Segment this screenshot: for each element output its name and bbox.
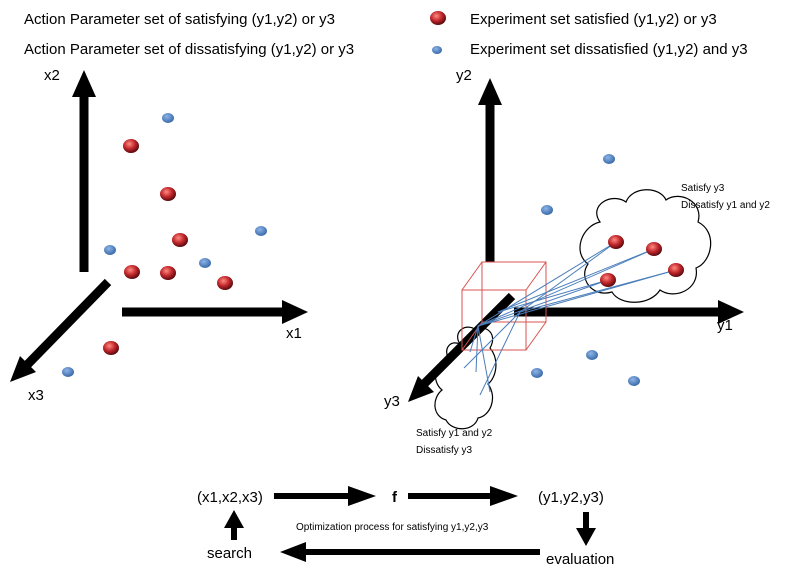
optimization-flow: (x1,x2,x3) f (y1,y2,y3) Optimization pro… <box>197 486 614 568</box>
inputs-to-f-arrowhead-icon <box>348 486 376 506</box>
evaluation-arrowhead-icon <box>576 528 596 546</box>
satisfied-experiment-point <box>668 263 684 277</box>
satisfying-param-point <box>160 266 176 280</box>
dissatisfied-experiment-point <box>586 350 598 360</box>
flow-evaluation-label: evaluation <box>546 551 614 568</box>
dissatisfied-experiment-point <box>628 376 640 386</box>
legend-dissatisfied-experiment-label: Experiment set dissatisfied (y1,y2) and … <box>470 41 748 58</box>
dissatisfied-experiment-point <box>603 154 615 164</box>
output-space: y2 y1 y3 <box>384 67 770 456</box>
legend: Action Parameter set of satisfying (y1,y… <box>24 11 748 58</box>
flow-outputs-label: (y1,y2,y3) <box>538 489 604 506</box>
satisfied-experiment-point <box>608 235 624 249</box>
x1-axis-label: x1 <box>286 325 302 342</box>
dissatisfying-param-point <box>104 245 116 255</box>
satisfied-experiment-point <box>600 273 616 287</box>
cloud-bottom-note-line1: Satisfy y1 and y2 <box>416 428 493 439</box>
x1-arrowhead-icon <box>282 300 308 324</box>
satisfying-param-point <box>124 265 140 279</box>
cloud-bottom-note-line2: Dissatisfy y3 <box>416 445 473 456</box>
input-space: x2 x1 x3 <box>10 67 308 404</box>
legend-satisfying-param-label: Action Parameter set of satisfying (y1,y… <box>24 11 335 28</box>
search-arrowhead-icon <box>224 510 244 528</box>
cloud-top-note-line1: Satisfy y3 <box>681 183 725 194</box>
y1-axis-label: y1 <box>717 317 733 334</box>
x2-arrowhead-icon <box>72 70 96 97</box>
dissatisfied-experiment-point <box>541 205 553 215</box>
projection-box <box>461 261 547 351</box>
satisfying-param-point <box>103 341 119 355</box>
cloud-top-note-line2: Dissatisfy y1 and y2 <box>681 200 770 211</box>
dissatisfying-param-point <box>199 258 211 268</box>
legend-satisfied-experiment-label: Experiment set satisfied (y1,y2) or y3 <box>470 11 721 28</box>
y2-axis-label: y2 <box>456 67 472 84</box>
x3-arrowhead-icon <box>10 356 36 382</box>
legend-dissatisfied-marker-icon <box>432 46 442 54</box>
satisfying-param-point <box>123 139 139 153</box>
dissatisfying-param-point <box>255 226 267 236</box>
flow-function-label: f <box>392 489 398 506</box>
satisfying-param-point <box>217 276 233 290</box>
y3-arrowhead-icon <box>408 376 434 402</box>
dissatisfying-param-point <box>62 367 74 377</box>
y3-axis-label: y3 <box>384 393 400 410</box>
f-to-outputs-arrowhead-icon <box>490 486 518 506</box>
x3-axis-label: x3 <box>28 387 44 404</box>
flow-search-label: search <box>207 545 252 562</box>
dissatisfied-experiment-point <box>531 368 543 378</box>
y1-arrowhead-icon <box>718 300 744 324</box>
legend-satisfied-marker-icon <box>430 11 446 25</box>
feedback-arrowhead-icon <box>280 542 306 562</box>
legend-dissatisfying-param-label: Action Parameter set of dissatisfying (y… <box>24 41 358 58</box>
x3-axis-shaft <box>22 278 112 370</box>
satisfying-param-point <box>172 233 188 247</box>
mapping-lines <box>463 241 677 396</box>
dissatisfying-param-point <box>162 113 174 123</box>
satisfying-param-point <box>160 187 176 201</box>
satisfied-experiment-point <box>646 242 662 256</box>
flow-inputs-label: (x1,x2,x3) <box>197 489 263 506</box>
flow-caption: Optimization process for satisfying y1,y… <box>296 522 489 533</box>
y3-axis-shaft <box>420 292 516 388</box>
x2-axis-label: x2 <box>44 67 60 84</box>
y2-arrowhead-icon <box>478 78 502 105</box>
